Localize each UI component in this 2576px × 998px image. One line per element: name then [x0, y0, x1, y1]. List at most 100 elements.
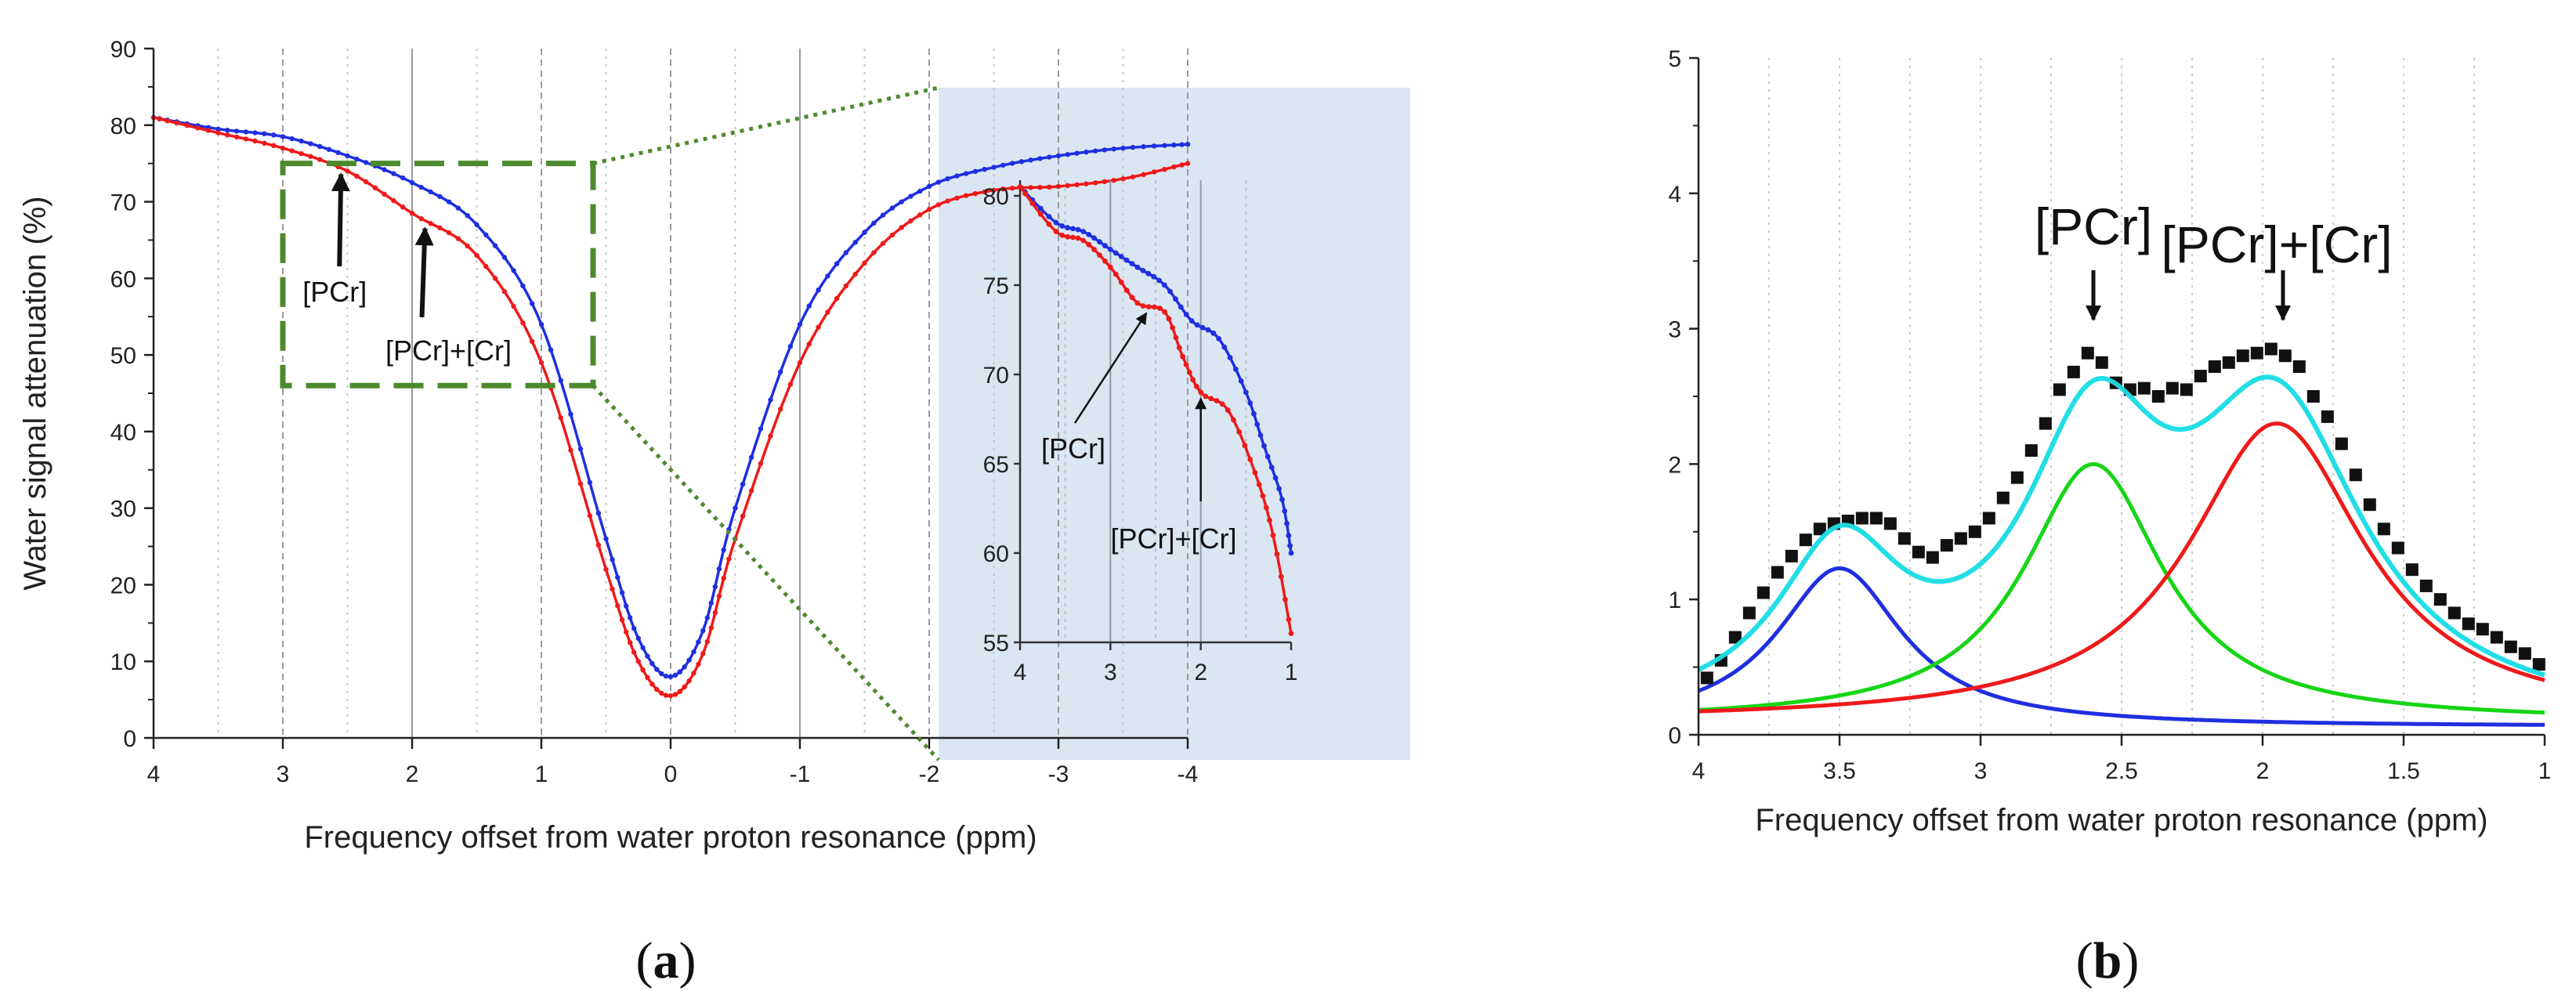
- chart-a-series-red-point: [677, 689, 682, 694]
- chart-a-inset-series-red-point: [1283, 596, 1288, 602]
- chart-a-series-red-point: [871, 250, 877, 255]
- chart-a-series-blue-point: [899, 199, 904, 204]
- chart-a-inset-series-blue-point: [1287, 543, 1293, 549]
- chart-a-series-red-point: [501, 289, 508, 295]
- chart-a-series-red-point: [740, 513, 746, 519]
- chart-a-annotations: [PCr] [PCr]+[Cr]: [302, 172, 512, 367]
- chart-a-inset-series-red-point: [1070, 234, 1076, 240]
- chart-a-inset-series-blue-point: [1075, 226, 1081, 233]
- chart-a-y-tick-label: 60: [110, 266, 136, 292]
- chart-a-series-blue-point: [733, 505, 738, 511]
- chart-a-series-red-point: [1185, 161, 1191, 166]
- chart-a-series-red-point: [1171, 164, 1177, 170]
- chart-a-series-blue-point: [520, 283, 526, 289]
- chart-a-inset-series-blue-point: [1173, 296, 1178, 302]
- chart-a-inset-series-blue-point: [1145, 270, 1152, 277]
- chart-a-series-red-point: [963, 193, 969, 198]
- chart-b-y-tick-label: 0: [1668, 723, 1681, 749]
- chart-a-inset-series-red-point: [1140, 303, 1146, 309]
- chart-a-series-red-point: [704, 638, 710, 645]
- chart-b-data-point: [2490, 631, 2503, 644]
- chart-a-inset-y-tick-label: 55: [983, 631, 1009, 656]
- chart-b-data-point: [2264, 342, 2278, 356]
- chart-a-series-blue-point: [945, 176, 950, 182]
- chart-a-series-red-point: [686, 678, 692, 684]
- chart-a-series-blue-point: [716, 566, 722, 572]
- chart-a-series-blue-point: [935, 179, 942, 185]
- chart-a-series-red-point: [511, 303, 516, 309]
- chart-b-data-point: [1912, 545, 1925, 559]
- chart-a-inset-series-blue-point: [1151, 273, 1157, 280]
- chart-a-inset-series-red-point: [1274, 551, 1280, 557]
- chart-a-inset-series-red-point: [1263, 504, 1269, 511]
- chart-a-inset-series-red-point: [1022, 190, 1028, 197]
- chart-a-series-red-point: [645, 674, 650, 681]
- chart-a-inset-series-blue-point: [1162, 282, 1167, 288]
- chart-a-zoom-rect: [280, 161, 596, 389]
- chart-a-inset-series-red-point: [1186, 370, 1192, 375]
- chart-b-data-point: [2419, 579, 2433, 592]
- chart-b-data-point: [2405, 563, 2419, 577]
- chart-a-series-red-point: [712, 610, 718, 616]
- chart-a-inset-annotation-arrow-pcr: [1073, 312, 1148, 424]
- chart-a-series-blue-point: [852, 240, 858, 245]
- chart-a-series-blue-point: [215, 126, 221, 132]
- chart-a-series-red-point: [215, 130, 221, 136]
- chart-a-series-blue-point: [619, 590, 625, 595]
- chart-a-inset-series-red-point: [1157, 306, 1163, 311]
- chart-a-inset-series-blue-point: [1284, 520, 1290, 526]
- chart-a-series-blue-point: [1171, 142, 1177, 148]
- chart-a-inset-series-red-point: [1046, 221, 1052, 227]
- chart-a-series-red-point: [700, 651, 706, 656]
- chart-a-series-blue-point: [437, 193, 443, 200]
- chart-a-series-blue-point: [1018, 159, 1025, 165]
- chart-a-inset-series-blue-point: [1261, 443, 1267, 449]
- chart-b-panel-open: (: [2076, 932, 2093, 989]
- chart-a-series-red-point: [1065, 183, 1071, 189]
- chart-b-data-point: [1700, 671, 1713, 685]
- chart-a-inset-series-red-point: [1059, 233, 1065, 238]
- chart-a-inset-series-blue-point: [1227, 355, 1233, 360]
- chart-a-series-red-point: [889, 232, 895, 238]
- chart-a-series-blue-point: [659, 671, 664, 677]
- chart-a-inset-series-red-point: [1145, 304, 1152, 309]
- chart-a-y-tick-label: 20: [110, 573, 136, 598]
- chart-a-series-red-point: [446, 230, 452, 236]
- chart-a-series-red-point: [1141, 172, 1146, 177]
- chart-a-inset-series-red-point: [1270, 532, 1276, 538]
- chart-b-data-point: [1926, 551, 1939, 564]
- chart-a-inset-series-red-point: [1225, 407, 1231, 413]
- chart-a-inset-series-red-point: [1180, 353, 1185, 360]
- chart-a-series-red-point: [595, 542, 602, 548]
- chart-a-series-blue-point: [825, 273, 830, 279]
- chart-a-inset-series-red-point: [1198, 389, 1204, 396]
- chart-b-data-point: [1813, 523, 1826, 536]
- chart-a-series-blue-point: [1055, 153, 1062, 159]
- chart-a-inset-series-blue-point: [1254, 421, 1261, 428]
- chart-a-inset-series-red-point: [1252, 470, 1258, 475]
- chart-a-series-blue-point: [409, 179, 415, 186]
- chart-b-x-tick-label: 3.5: [1823, 758, 1856, 784]
- chart-a-inset-series-blue-point: [1070, 226, 1076, 232]
- chart-a-inset-series-blue-point: [1167, 288, 1173, 295]
- chart-a-series-red-point: [758, 461, 764, 466]
- chart-a-inset-series-red-point: [1123, 287, 1130, 293]
- chart-a-series-blue-point: [843, 250, 849, 255]
- chart-a-x-tick-label: 0: [664, 761, 678, 787]
- chart-a-x-tick-label: -4: [1178, 761, 1199, 787]
- chart-b-data-point: [2462, 617, 2475, 631]
- chart-a-annotation-arrow-pcr-cr: [414, 226, 434, 318]
- chart-b-data-point: [1869, 512, 1883, 525]
- chart-a-inset-series-red-point: [1260, 493, 1266, 499]
- chart-a-series-blue-point: [768, 397, 773, 403]
- chart-a-inset-series-red-point: [1170, 324, 1175, 331]
- chart-a-inset-series-red-point: [1208, 396, 1214, 402]
- chart-a-series-red-point: [862, 260, 867, 266]
- chart-a-panel-label: (a): [636, 932, 696, 989]
- chart-a-series-blue-point: [871, 220, 877, 226]
- chart-a-series-blue-point: [530, 301, 535, 306]
- chart-a-inset-series-blue-point: [1210, 330, 1217, 336]
- chart-b-data-point: [1940, 539, 1953, 552]
- chart-a-series-red-point: [165, 118, 170, 124]
- chart-a-inset-series-blue-point: [1059, 223, 1065, 229]
